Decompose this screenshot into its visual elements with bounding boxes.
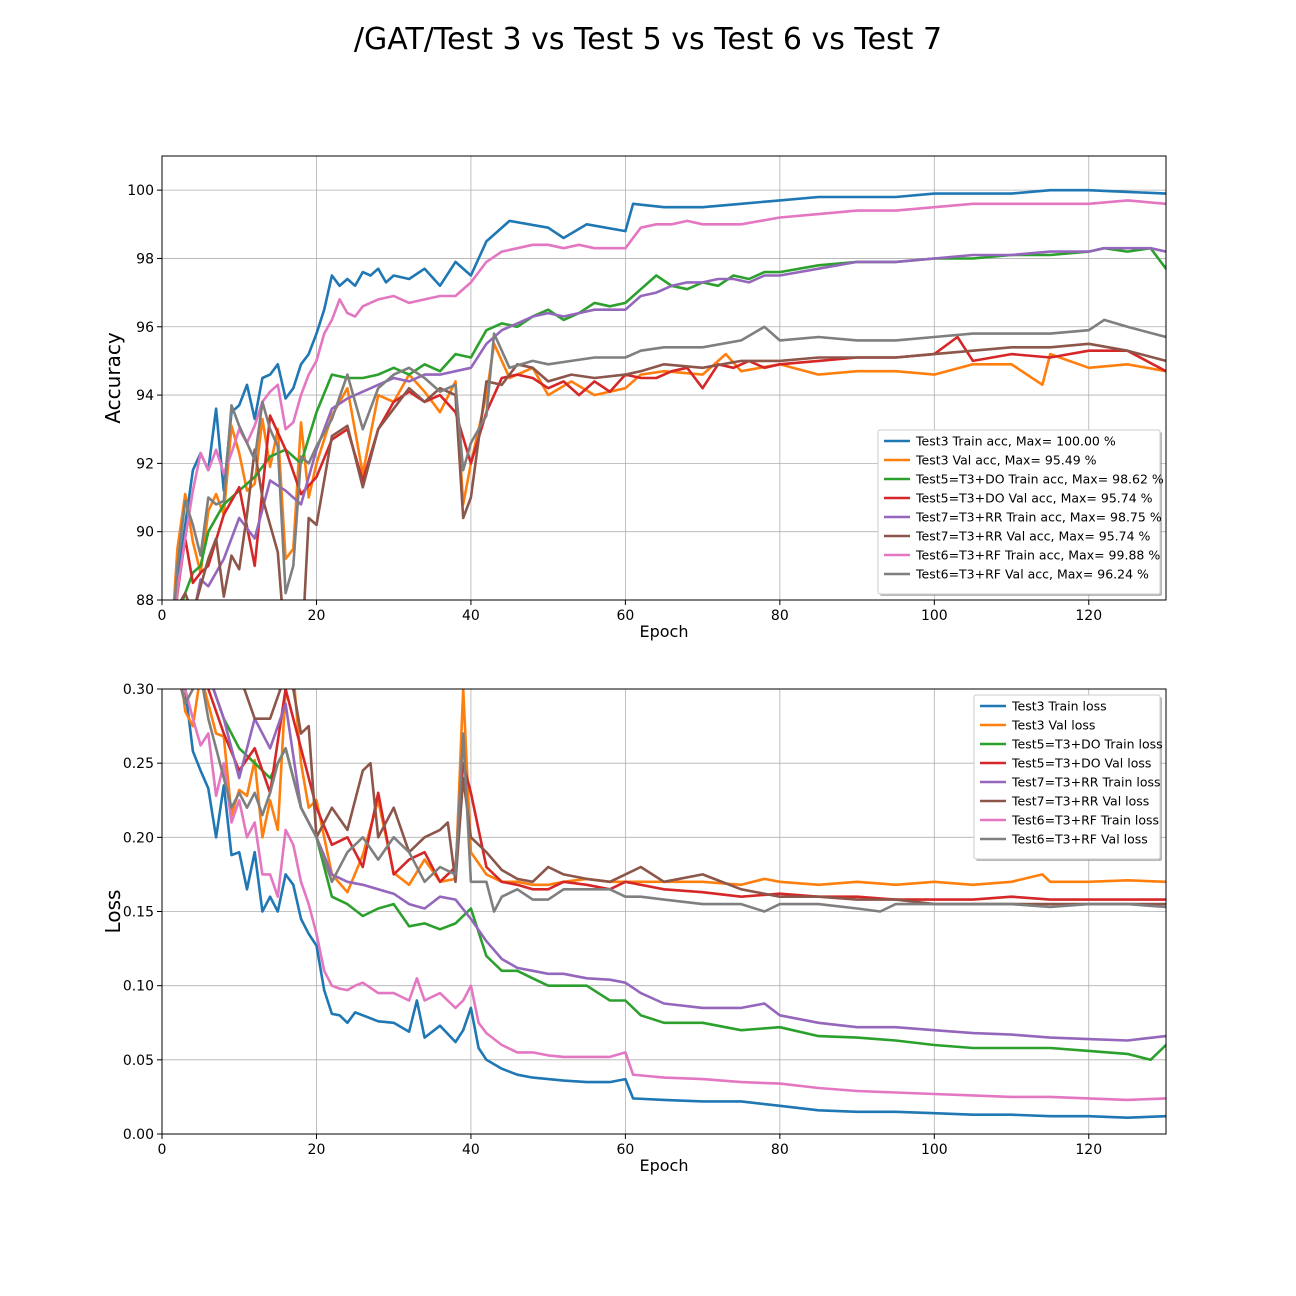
- x-tick-label: 100: [921, 1142, 948, 1158]
- y-tick-label: 92: [136, 456, 154, 472]
- series-group: [172, 188, 1166, 600]
- figure-suptitle: /GAT/Test 3 vs Test 5 vs Test 6 vs Test …: [354, 22, 942, 57]
- series-line-loss-6: [183, 689, 1166, 1102]
- x-tick-label: 60: [616, 608, 634, 624]
- legend-entry: Test7=T3+RR Val acc, Max= 95.74 %: [915, 529, 1151, 544]
- x-tick-label: 80: [771, 1142, 789, 1158]
- legend-entry: Test6=T3+RF Val acc, Max= 96.24 %: [915, 567, 1149, 582]
- y-tick-label: 94: [136, 388, 154, 404]
- legend-entry: Test6=T3+RF Val loss: [1011, 832, 1148, 847]
- x-tick-label: 100: [921, 608, 948, 624]
- accuracy-axes-frame: [161, 155, 1167, 601]
- legend-entry: Test7=T3+RR Val loss: [1011, 794, 1149, 809]
- loss-xlabel: Epoch: [640, 1156, 689, 1175]
- x-tick-label: 40: [462, 1142, 480, 1158]
- y-tick-label: 0.00: [123, 1127, 154, 1143]
- y-tick-label: 0.05: [123, 1053, 154, 1069]
- series-line-accuracy-7: [173, 318, 1166, 600]
- y-tick-label: 100: [127, 183, 154, 199]
- x-tick-label: 120: [1075, 608, 1102, 624]
- series-line-accuracy-5: [179, 342, 1166, 600]
- legend-entry: Test5=T3+DO Train loss: [1011, 737, 1163, 752]
- loss-ylabel: Loss: [101, 890, 125, 934]
- y-tick-label: 0.30: [123, 682, 154, 698]
- y-tick-label: 0.25: [123, 756, 154, 772]
- x-tick-label: 0: [158, 1142, 167, 1158]
- series-group: [179, 689, 1166, 1119]
- loss-chart: 0 20 40 60 80 100 120 0.00 0.05 0.10 0.15 0.20 0.25 0…: [101, 682, 1167, 1175]
- y-tick-label: 0.10: [123, 979, 154, 995]
- legend-entry: Test3 Train loss: [1011, 699, 1107, 714]
- legend-entry: Test7=T3+RR Train loss: [1011, 775, 1161, 790]
- series-line-accuracy-0: [174, 188, 1166, 600]
- series-line-accuracy-1: [172, 342, 1166, 600]
- x-tick-label: 60: [616, 1142, 634, 1158]
- legend-entry: Test3 Train acc, Max= 100.00 %: [915, 434, 1116, 449]
- loss-legend: Test3 Train loss Test3 Val loss Test5=T3+D…: [973, 694, 1163, 861]
- accuracy-chart: 0 20 40 60 80 100 120 88 90 92 94 96 98 100 Epoch Accur…: [101, 155, 1167, 641]
- legend-entry: Test6=T3+RF Train loss: [1011, 813, 1159, 828]
- accuracy-ylabel: Accuracy: [101, 332, 125, 423]
- y-tick-label: 0.20: [123, 830, 154, 846]
- x-tick-label: 20: [308, 1142, 326, 1158]
- x-tick-label: 120: [1075, 1142, 1102, 1158]
- legend-entry: Test5=T3+DO Val acc, Max= 95.74 %: [915, 491, 1153, 506]
- series-line-loss-0: [183, 689, 1166, 1119]
- series-line-loss-5: [242, 689, 1166, 906]
- y-tick-label: 96: [136, 320, 154, 336]
- accuracy-legend: Test3 Train acc, Max= 100.00 % Test3 Val …: [877, 429, 1164, 596]
- legend-entry: Test5=T3+DO Train acc, Max= 98.62 %: [915, 472, 1164, 487]
- legend-entry: Test7=T3+RR Train acc, Max= 98.75 %: [915, 510, 1162, 525]
- y-tick-label: 98: [136, 251, 154, 267]
- legend-box: [973, 694, 1161, 860]
- x-tick-label: 20: [308, 608, 326, 624]
- x-tick-label: 80: [771, 608, 789, 624]
- x-tick-label: 40: [462, 608, 480, 624]
- legend-entry: Test3 Val acc, Max= 95.49 %: [915, 453, 1097, 468]
- series-line-accuracy-4: [195, 246, 1166, 600]
- series-line-loss-4: [212, 689, 1166, 1042]
- legend-entry: Test3 Val loss: [1011, 718, 1095, 733]
- legend-entry: Test5=T3+DO Val loss: [1011, 756, 1151, 771]
- y-tick-label: 88: [136, 593, 154, 609]
- y-tick-label: 0.15: [123, 905, 154, 921]
- series-line-loss-7: [179, 689, 1166, 913]
- y-tick-label: 90: [136, 525, 154, 541]
- x-tick-label: 0: [158, 608, 167, 624]
- legend-box: [877, 429, 1161, 595]
- legend-entry: Test6=T3+RF Train acc, Max= 99.88 %: [915, 548, 1160, 563]
- accuracy-xlabel: Epoch: [640, 622, 689, 641]
